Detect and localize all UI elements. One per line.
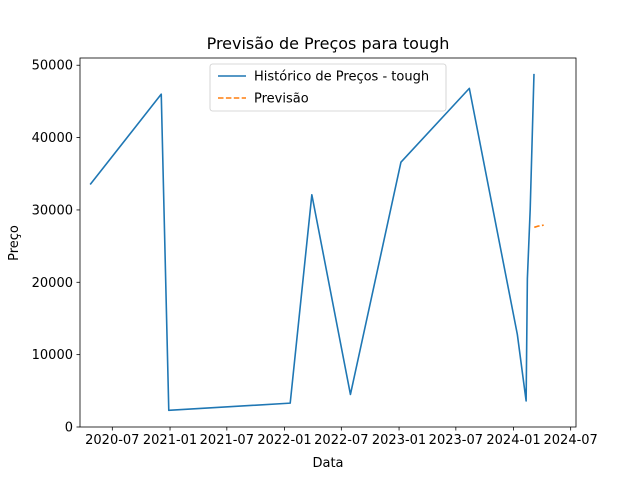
series-line-0	[89, 73, 535, 412]
x-tick-label: 2022-07	[314, 433, 368, 448]
x-tick-label: 2020-07	[85, 433, 139, 448]
y-tick-label: 50000	[32, 59, 73, 74]
chart-title: Previsão de Preços para tough	[207, 34, 450, 53]
plot-area	[89, 73, 544, 412]
x-tick-label: 2021-01	[143, 433, 197, 448]
y-tick-label: 30000	[32, 203, 73, 218]
legend-label-0: Histórico de Preços - tough	[254, 70, 429, 85]
series-line-1	[534, 224, 544, 229]
y-tick-label: 40000	[32, 131, 73, 146]
x-tick-label: 2024-07	[544, 433, 598, 448]
axes: 2020-07 2021-01 2021-07 2022-01 2022-07 2023-…	[32, 57, 598, 448]
legend-box	[209, 63, 447, 112]
legend-label-1: Previsão	[254, 92, 309, 107]
y-axis-label: Preço	[7, 225, 22, 261]
x-axis-label: Data	[312, 456, 343, 471]
x-tick-label: 2024-01	[486, 433, 540, 448]
legend: Histórico de Preços - tough Previsão	[209, 63, 447, 112]
axes-frame	[79, 57, 577, 428]
x-tick-label: 2022-01	[257, 433, 311, 448]
y-tick-label: 20000	[32, 276, 73, 291]
y-tick-label: 0	[65, 421, 73, 436]
x-tick-label: 2023-07	[429, 433, 483, 448]
x-tick-label: 2023-01	[372, 433, 426, 448]
x-tick-label: 2021-07	[200, 433, 254, 448]
y-tick-label: 10000	[32, 348, 73, 363]
